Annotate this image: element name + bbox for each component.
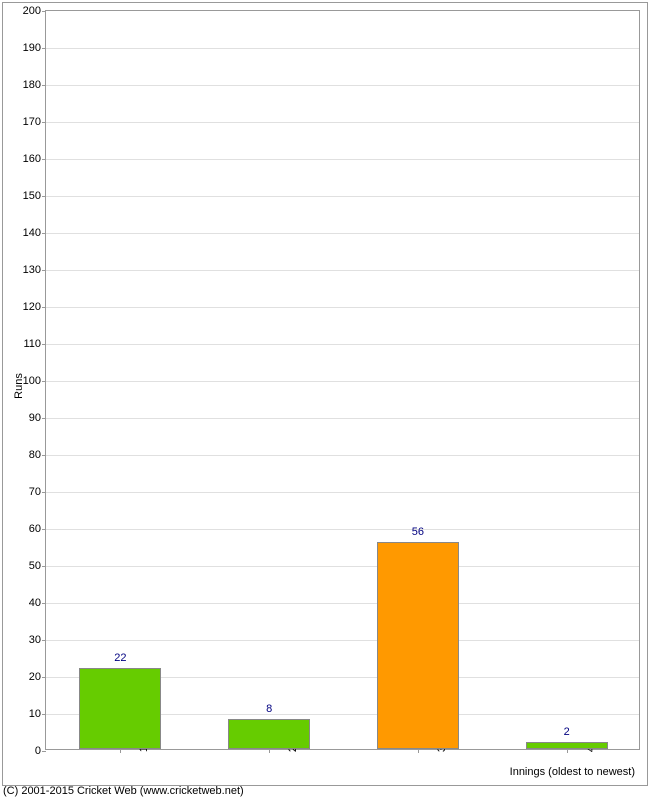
bar [79, 668, 161, 749]
y-tick-label: 170 [23, 116, 46, 128]
y-tick-label: 0 [35, 745, 46, 757]
y-tick-label: 140 [23, 227, 46, 239]
grid-line [46, 492, 639, 493]
y-tick-label: 100 [23, 375, 46, 387]
grid-line [46, 603, 639, 604]
y-tick-label: 160 [23, 153, 46, 165]
grid-line [46, 270, 639, 271]
grid-line [46, 455, 639, 456]
y-tick-label: 40 [29, 597, 46, 609]
y-tick-label: 80 [29, 449, 46, 461]
y-tick-label: 30 [29, 634, 46, 646]
bar [377, 542, 459, 749]
bar [526, 742, 608, 749]
bar-value-label: 56 [412, 526, 424, 538]
grid-line [46, 418, 639, 419]
grid-line [46, 85, 639, 86]
y-tick-label: 180 [23, 79, 46, 91]
y-tick-label: 120 [23, 301, 46, 313]
bar [228, 719, 310, 749]
plot-area: 0102030405060708090100110120130140150160… [45, 10, 640, 750]
bar-value-label: 8 [266, 703, 272, 715]
grid-line [46, 344, 639, 345]
y-tick-label: 60 [29, 523, 46, 535]
grid-line [46, 122, 639, 123]
y-tick-label: 150 [23, 190, 46, 202]
grid-line [46, 48, 639, 49]
y-tick-label: 70 [29, 486, 46, 498]
y-tick-label: 20 [29, 671, 46, 683]
y-tick-label: 190 [23, 42, 46, 54]
y-tick-label: 10 [29, 708, 46, 720]
grid-line [46, 196, 639, 197]
grid-line [46, 307, 639, 308]
grid-line [46, 566, 639, 567]
grid-line [46, 233, 639, 234]
grid-line [46, 529, 639, 530]
y-tick-label: 200 [23, 5, 46, 17]
grid-line [46, 381, 639, 382]
bar-value-label: 2 [564, 726, 570, 738]
y-tick-label: 50 [29, 560, 46, 572]
grid-line [46, 159, 639, 160]
y-tick-label: 90 [29, 412, 46, 424]
y-tick-label: 130 [23, 264, 46, 276]
chart-container: 0 10 20 30 40 50 60 70 80 90 100 110 120 130 140 150 160… [0, 0, 650, 800]
y-axis-label: Runs [13, 373, 25, 399]
copyright-text: (C) 2001-2015 Cricket Web (www.cricketwe… [3, 785, 244, 797]
x-axis-label: Innings (oldest to newest) [510, 766, 635, 778]
bar-value-label: 22 [114, 652, 126, 664]
y-tick-label: 110 [23, 338, 46, 350]
grid-line [46, 640, 639, 641]
